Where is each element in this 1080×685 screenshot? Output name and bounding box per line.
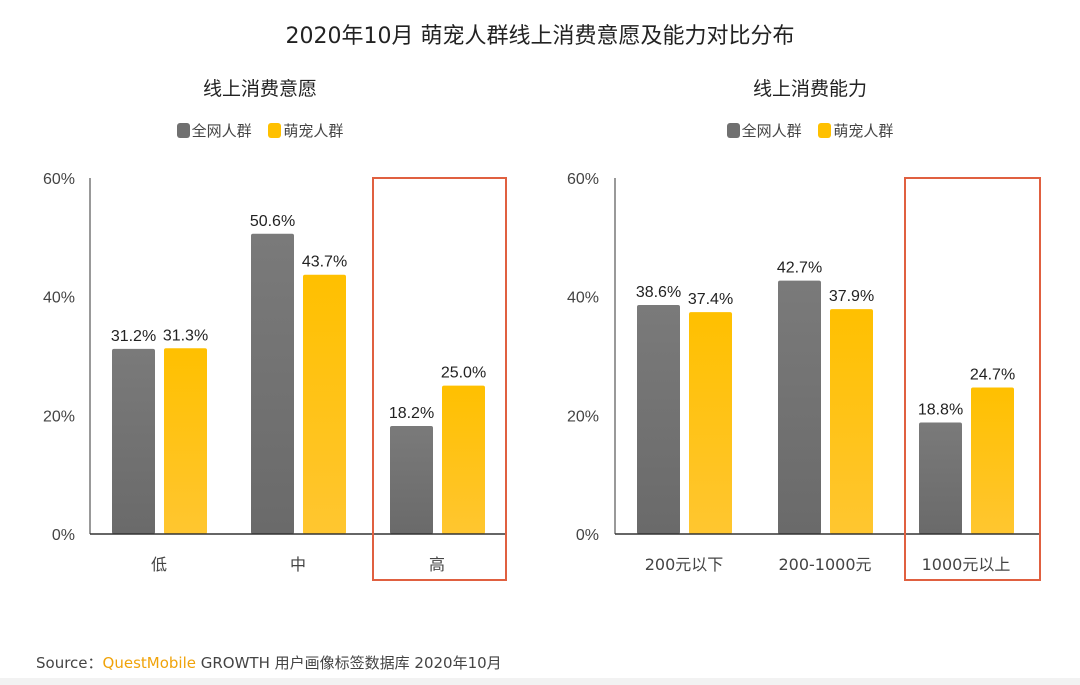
y-tick-label: 20%: [567, 408, 599, 425]
highlight-box: [904, 177, 1041, 581]
source-brand: QuestMobile: [102, 654, 196, 672]
x-tick-label: 200-1000元: [778, 555, 871, 574]
bar-all: [390, 426, 433, 534]
data-label: 37.9%: [829, 288, 874, 305]
data-label: 25.0%: [441, 365, 486, 382]
legend-swatch-gray: [726, 123, 740, 138]
bar-pet: [689, 312, 732, 534]
data-label: 37.4%: [688, 291, 733, 308]
y-tick-label: 60%: [43, 171, 75, 188]
bar-pet: [971, 387, 1014, 534]
page-title: 2020年10月 萌宠人群线上消费意愿及能力对比分布: [285, 24, 795, 49]
source-note: Source：QuestMobile GROWTH 用户画像标签数据库 2020…: [36, 652, 502, 673]
y-tick-label: 20%: [43, 408, 75, 425]
footer-bar: [0, 678, 1080, 685]
legend-item-pet: 萌宠人群: [268, 122, 343, 140]
bar-pet: [442, 385, 485, 534]
y-tick-label: 0%: [52, 527, 75, 544]
data-label: 18.8%: [918, 401, 963, 418]
legend-label: 萌宠人群: [833, 122, 894, 140]
x-tick-label: 1000元以上: [922, 555, 1011, 574]
data-label: 43.7%: [302, 254, 347, 271]
legend-item-all: 全网人群: [726, 122, 802, 140]
x-tick-label: 中: [290, 555, 306, 574]
legend-swatch-gray: [176, 123, 190, 138]
left-legend: 全网人群 萌宠人群: [50, 120, 470, 141]
right-legend: 全网人群 萌宠人群: [600, 120, 1020, 141]
bar-pet: [164, 348, 207, 534]
y-tick-label: 0%: [576, 527, 599, 544]
legend-label: 萌宠人群: [283, 122, 344, 140]
bar-pet: [830, 309, 873, 534]
highlight-box: [372, 177, 507, 581]
y-tick-label: 40%: [43, 290, 75, 307]
legend-label: 全网人群: [191, 122, 252, 140]
data-label: 50.6%: [250, 213, 295, 230]
legend-item-all: 全网人群: [176, 122, 252, 140]
data-label: 31.2%: [111, 328, 156, 345]
x-tick-label: 200元以下: [645, 555, 724, 574]
y-tick-label: 60%: [567, 171, 599, 188]
x-tick-label: 低: [151, 555, 167, 574]
legend-swatch-yellow: [818, 123, 832, 138]
bar-all: [637, 304, 680, 534]
right-chart-title: 线上消费能力: [752, 78, 867, 100]
data-label: 31.3%: [163, 327, 208, 344]
bar-pet: [303, 274, 346, 534]
bar-all: [919, 422, 962, 534]
data-label: 42.7%: [777, 260, 822, 277]
data-label: 24.7%: [970, 366, 1015, 383]
source-prefix: Source：: [36, 654, 103, 672]
y-tick-label: 40%: [567, 290, 599, 307]
data-label: 18.2%: [389, 405, 434, 422]
source-text: GROWTH 用户画像标签数据库 2020年10月: [195, 654, 502, 672]
legend-swatch-yellow: [268, 123, 282, 138]
bar-all: [112, 348, 155, 534]
data-label: 38.6%: [636, 284, 681, 301]
legend-item-pet: 萌宠人群: [818, 122, 893, 140]
bar-all: [251, 233, 294, 535]
left-chart-title: 线上消费意愿: [202, 78, 317, 100]
legend-label: 全网人群: [741, 122, 802, 140]
bar-all: [778, 280, 821, 534]
x-tick-label: 高: [429, 555, 445, 574]
